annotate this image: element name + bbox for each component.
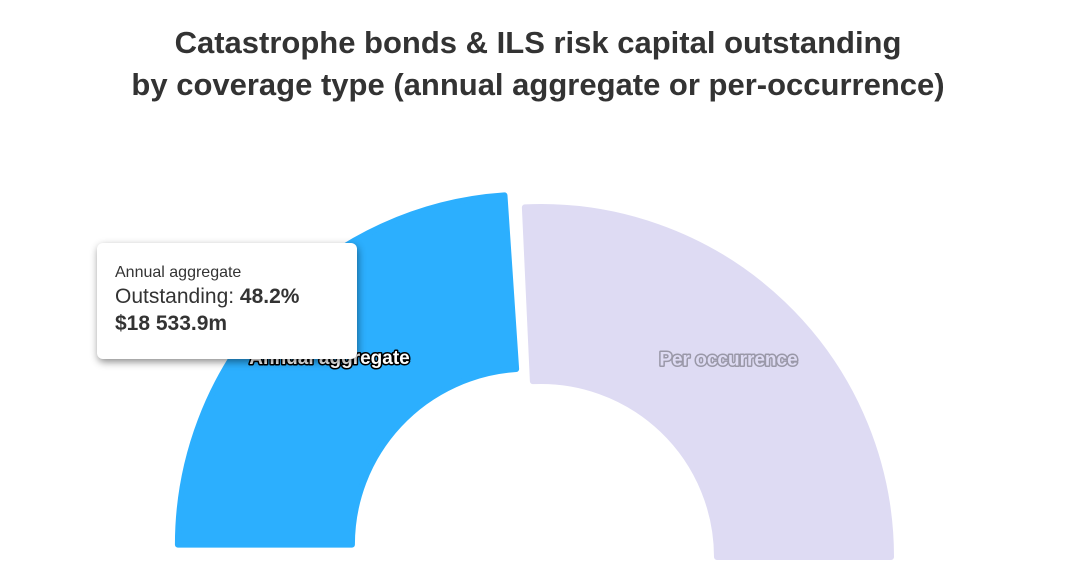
data-label-per-occurrence: Per occurrence xyxy=(659,350,797,371)
tooltip-amount: $18 533.9m xyxy=(115,312,228,335)
tooltip-series-name: Annual aggregate xyxy=(115,264,242,281)
tooltip-metric-label: Outstanding: xyxy=(115,285,240,308)
chart-title-line-1: Catastrophe bonds & ILS risk capital out… xyxy=(174,25,902,60)
chart-title-line-2: by coverage type (annual aggregate or pe… xyxy=(131,67,945,102)
chart-title: Catastrophe bonds & ILS risk capital out… xyxy=(0,22,1076,106)
slice-annual-aggregate[interactable] xyxy=(174,192,520,548)
slice-per-occurrence[interactable] xyxy=(521,204,894,560)
tooltip-percent: 48.2% xyxy=(239,285,300,308)
tooltip: Annual aggregate Outstanding: 48.2% $18 … xyxy=(97,243,357,359)
